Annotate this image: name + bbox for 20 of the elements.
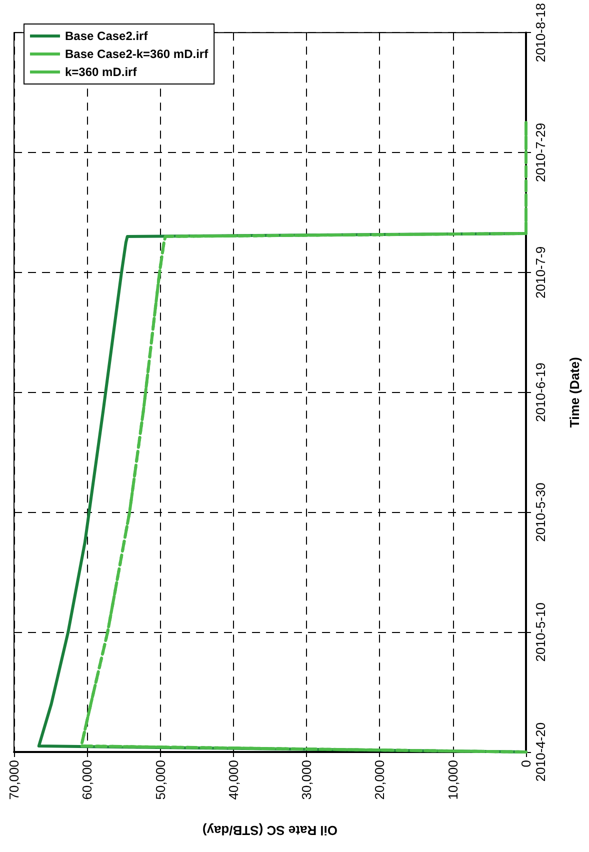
x-tick-label: 30,000: [299, 760, 314, 800]
legend-label: Base Case2.irf: [65, 29, 149, 43]
x-tick-label: 20,000: [372, 760, 388, 800]
y-tick-label: 2010-5-10: [533, 602, 548, 662]
legend-label: Base Case2-k=360 mD.irf: [65, 47, 210, 61]
x-tick-label: 50,000: [152, 760, 168, 800]
x-axis-title: Oil Rate SC (STB/day): [202, 823, 338, 838]
y-tick-label: 2010-6-19: [533, 362, 548, 422]
x-tick-label: 40,000: [226, 760, 241, 800]
x-tick-label: 60,000: [80, 760, 95, 800]
y-tick-label: 2010-7-9: [533, 246, 548, 298]
y-tick-label: 2010-8-18: [533, 2, 548, 62]
x-tick-label: 0: [518, 760, 534, 768]
legend-label: k=360 mD.irf: [65, 65, 138, 79]
y-tick-label: 2010-7-29: [533, 122, 548, 182]
x-tick-label: 10,000: [445, 760, 460, 800]
y-axis-title: Time (Date): [567, 357, 582, 428]
x-tick-label: 70,000: [6, 760, 22, 800]
y-tick-label: 2010-4-20: [533, 722, 548, 782]
y-tick-label: 2010-5-30: [533, 482, 548, 542]
